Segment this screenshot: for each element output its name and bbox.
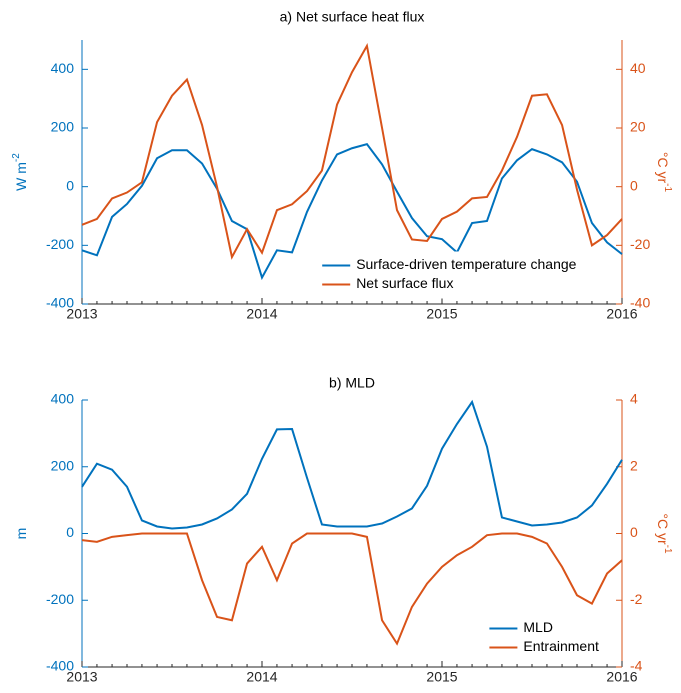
chart-title: a) Net surface heat flux <box>280 9 425 25</box>
y2-axis-label: °C yr-1 <box>655 152 673 193</box>
y2-tick-label: 40 <box>630 60 646 76</box>
y2-tick-label: 2 <box>630 457 638 473</box>
legend-label: Entrainment <box>523 638 599 654</box>
y2-axis-label-sup: -1 <box>662 545 673 554</box>
y-axis-label-text: W m <box>13 162 29 191</box>
y2-axis-label-text: °C yr <box>655 513 671 545</box>
y2-tick-label: 0 <box>630 524 638 540</box>
y2-axis-label: °C yr-1 <box>655 513 673 554</box>
data-line <box>81 142 623 281</box>
legend-label: Net surface flux <box>356 275 453 291</box>
x-tick-label: 2016 <box>606 306 637 322</box>
y2-axis-label-text: °C yr <box>655 152 671 184</box>
y-tick-label: 200 <box>51 119 75 135</box>
legend-label: MLD <box>523 619 553 635</box>
y-tick-label: 400 <box>51 60 75 76</box>
y-tick-label: -200 <box>46 591 74 607</box>
x-tick-label: 2013 <box>66 306 97 322</box>
x-tick-label: 2016 <box>606 669 637 685</box>
y-axis-label: W m-2 <box>11 153 29 191</box>
data-line <box>81 399 623 530</box>
legend-box <box>482 614 613 662</box>
y-tick-label: 0 <box>66 524 74 540</box>
y-axis-label-sup: -2 <box>11 153 22 162</box>
y-tick-label: -400 <box>46 295 74 311</box>
legend-label: Surface-driven temperature change <box>356 256 576 272</box>
y-tick-label: -400 <box>46 658 74 674</box>
data-line <box>81 42 623 260</box>
chart-title: b) MLD <box>329 375 375 391</box>
y2-tick-label: -40 <box>630 295 650 311</box>
x-tick-label: 2014 <box>246 306 277 322</box>
x-tick-label: 2015 <box>426 669 457 685</box>
data-line <box>81 532 623 646</box>
y-tick-label: 400 <box>51 391 75 407</box>
y2-tick-label: 0 <box>630 177 638 193</box>
x-tick-label: 2013 <box>66 669 97 685</box>
x-tick-label: 2014 <box>246 669 277 685</box>
y-tick-label: 0 <box>66 177 74 193</box>
y2-tick-label: -2 <box>630 591 643 607</box>
y2-tick-label: 4 <box>630 391 638 407</box>
x-tick-label: 2015 <box>426 306 457 322</box>
y-tick-label: -200 <box>46 236 74 252</box>
y-tick-label: 200 <box>51 457 75 473</box>
y2-tick-label: -20 <box>630 236 650 252</box>
y-axis-label-text: m <box>13 528 29 540</box>
y-axis-label: m <box>13 528 29 540</box>
y2-tick-label: -4 <box>630 658 643 674</box>
legend-box <box>315 251 613 299</box>
y2-axis-label-sup: -1 <box>662 183 673 192</box>
y2-tick-label: 20 <box>630 119 646 135</box>
